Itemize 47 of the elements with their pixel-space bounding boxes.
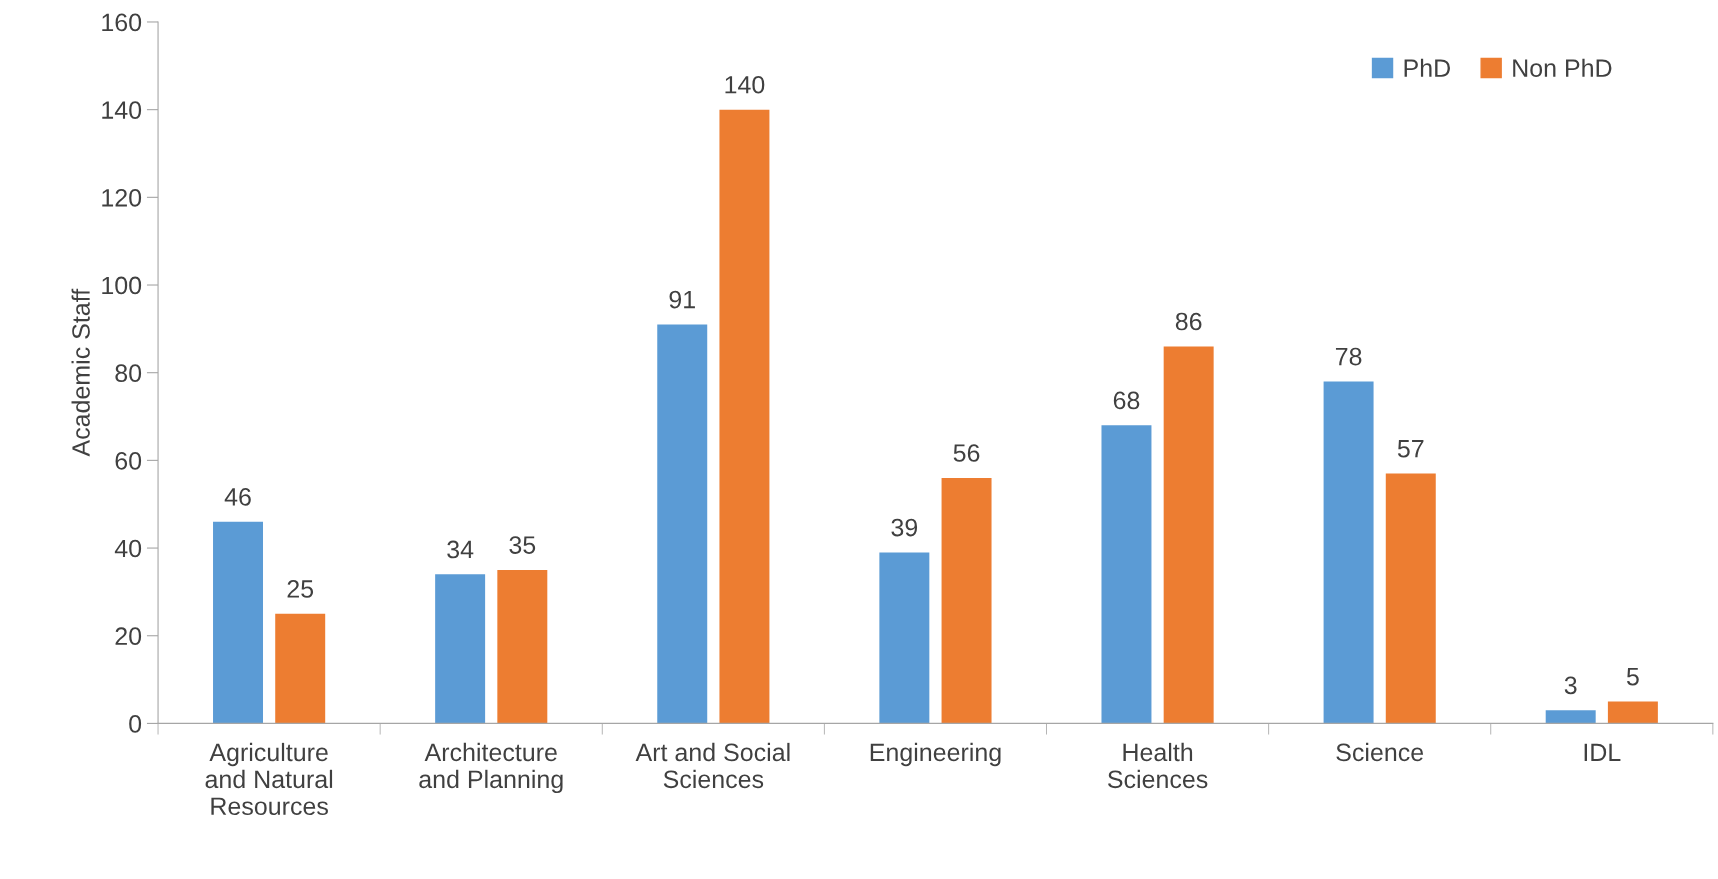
x-tick-label: IDL [1584, 743, 1621, 761]
x-tick-label: Architecture and Planning [419, 742, 563, 794]
x-tick-label: Science [1336, 742, 1424, 762]
y-tick-label: 80 [115, 364, 142, 382]
y-axis-title: Academic Staff [71, 288, 90, 457]
legend-label: PhD [1404, 58, 1450, 77]
bar [1163, 346, 1214, 724]
y-tick-label: 20 [115, 627, 142, 646]
bar [1545, 710, 1596, 724]
data-label: 78 [1335, 347, 1362, 366]
data-label: 46 [224, 488, 251, 506]
data-label: 5 [1626, 668, 1639, 686]
bar [497, 569, 548, 724]
data-label: 3 [1564, 676, 1577, 695]
y-tick-label: 140 [102, 101, 142, 119]
y-tick-label: 40 [114, 539, 142, 558]
bar [1607, 701, 1658, 724]
data-label: 25 [287, 580, 314, 598]
bar [213, 521, 263, 724]
data-label: 86 [1175, 312, 1202, 331]
data-label: 68 [1113, 391, 1140, 410]
y-tick-label: 120 [102, 188, 142, 207]
data-label: 56 [953, 444, 980, 462]
data-label: 91 [669, 290, 695, 309]
bar [879, 552, 930, 724]
legend-label: Non PhD [1513, 58, 1612, 77]
bar [435, 574, 486, 724]
bar [275, 613, 326, 724]
y-tick-label: 100 [102, 276, 142, 295]
y-tick-label: 0 [129, 715, 142, 733]
data-label: 35 [509, 536, 536, 554]
bar [1101, 425, 1152, 724]
bar [941, 477, 992, 724]
x-tick-label: Engineering [870, 742, 1001, 767]
data-label: 34 [447, 540, 474, 559]
x-tick-label: Art and Social Sciences [635, 742, 790, 789]
data-label: 57 [1397, 440, 1424, 458]
data-label: 140 [725, 75, 765, 94]
bar [1385, 473, 1436, 724]
data-label: 39 [891, 518, 918, 537]
y-tick-label: 60 [115, 451, 142, 470]
y-tick-label: 160 [102, 13, 142, 32]
bar [1323, 381, 1374, 724]
x-tick-label: Health Sciences [1107, 742, 1208, 789]
bar [657, 324, 708, 724]
bar [719, 109, 770, 724]
x-tick-label: Agriculture and Natural Resources [205, 742, 333, 816]
